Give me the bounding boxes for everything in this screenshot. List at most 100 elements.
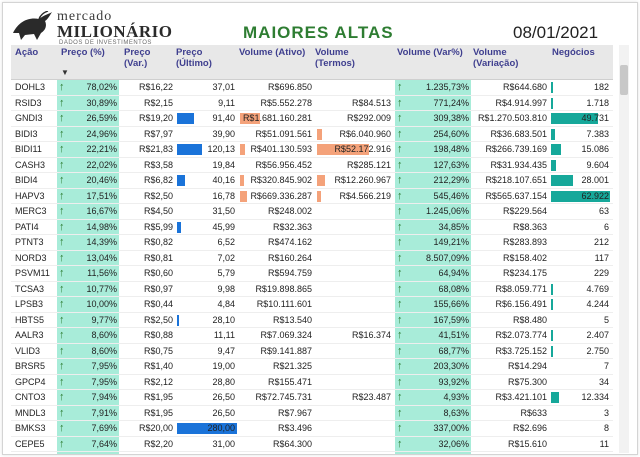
negocios-cell: 5 [603,314,609,325]
price-var-cell: R$1,95 [143,392,173,402]
scrollbar-thumb[interactable] [620,65,628,95]
header-acao[interactable]: Ação [15,47,39,58]
table-row[interactable]: LPSB3 ↑ 10,00% R$0,44 4,84 R$10.111.601 ↑ 155,6… [11,297,613,313]
volume-termos-bar [317,144,369,155]
volume-var-pct-cell: 41,51% [438,330,469,340]
ticker-cell: PATI4 [15,221,39,232]
up-arrow-icon: ↑ [397,127,403,140]
negocios-cell: 1.718 [586,97,609,108]
table-row[interactable]: PSVM11 ↑ 11,56% R$0,60 5,79 R$594.759 ↑ 64,94% R… [11,266,613,282]
price-last-cell: 29,02 [177,453,235,454]
volvar-cell-fill [395,405,471,420]
up-arrow-icon: ↑ [59,375,65,388]
negocios-bar [551,283,554,295]
ticker-cell: HBTS5 [15,314,45,325]
negocios-cell: 6 [603,221,609,232]
price-var-cell: R$20,00 [138,423,173,433]
pct-cell-fill [57,95,119,110]
ticker-cell: BIDI4 [15,175,38,185]
header-volume-ativo[interactable]: Volume (Ativo) [239,47,306,58]
price-pct-cell: 26,59% [86,113,117,123]
table-row[interactable]: HAPV3 ↑ 17,51% R$2,50 16,78 R$669.336.287 R$4.… [11,188,613,204]
negocios-bar [551,454,556,455]
up-arrow-icon: ↑ [397,298,403,310]
negocios-cell: 2.750 [586,345,609,356]
volume-termos-cell: R$16.374 [351,330,391,340]
table-row[interactable]: PTNT3 ↑ 14,39% R$0,82 6,52 R$474.162 ↑ 149,21% R… [11,235,613,251]
volvar-cell-fill [395,436,471,451]
sort-down-icon[interactable]: ▼ [61,68,69,77]
negocios-cell: 117 [594,252,609,263]
pct-cell-fill [57,173,119,188]
pct-cell-fill [57,281,119,296]
volume-termos-cell: R$6.040.960 [339,128,391,139]
volume-termos-cell: R$292.009 [346,113,391,123]
price-var-cell: R$21,83 [138,144,173,154]
table-row[interactable]: CASH3 ↑ 22,02% R$3,58 19,84 R$56.956.452 R$285… [11,157,613,173]
price-last-cell: 6,52 [217,237,235,247]
up-arrow-icon: ↑ [59,406,65,419]
table-row[interactable]: TCSA3 ↑ 10,77% R$0,97 9,98 R$19.898.865 ↑ 68,08… [11,281,613,297]
header-volume-termos[interactable]: Volume (Termos) [315,47,355,69]
table-row[interactable]: PATI4 ↑ 14,98% R$5,99 45,99 R$32.363 ↑ 34,85% R$… [11,219,613,235]
table-row[interactable]: TEND3↑7,60%R$2,0529,02R$49.814.957↑20,74… [11,452,613,455]
volvar-cell-fill [395,173,471,188]
volume-termos-cell: R$12.260.967 [334,175,391,185]
volume-variacao-cell: R$565.637.154 [485,190,547,201]
volume-var-pct-cell: 167,59% [433,314,469,325]
price-last-cell: 26,50 [212,407,235,418]
up-arrow-icon: ↑ [59,112,65,124]
up-arrow-icon: ↑ [59,174,65,186]
table-row[interactable]: AALR3 ↑ 8,60% R$0,88 11,11 R$7.069.324 R$16.37… [11,328,613,344]
table-row[interactable]: MNDL3 ↑ 7,91% R$1,95 26,50 R$7.967 ↑ 8,63% R$633… [11,405,613,421]
header-negocios[interactable]: Negócios [552,47,595,58]
up-arrow-icon: ↑ [397,422,403,434]
up-arrow-icon: ↑ [59,267,65,279]
table-row[interactable]: HBTS5 ↑ 9,77% R$2,50 28,10 R$13.540 ↑ 167,59% R$… [11,312,613,328]
volume-var-pct-cell: 32,06% [438,438,469,449]
table-row[interactable]: NORD3 ↑ 13,04% R$0,81 7,02 R$160.264 ↑ 8.507,09… [11,250,613,266]
ticker-cell: HAPV3 [15,190,45,201]
volume-termos-cell: R$52.172.916 [334,144,391,154]
volume-variacao-cell: R$8.363 [512,221,547,232]
price-last-cell: 31,50 [212,206,235,216]
price-last-cell: 9,47 [217,345,235,356]
price-pct-cell: 7,64% [91,438,117,449]
ultimo-bar [177,175,186,186]
table-row[interactable]: DOHL3 ↑ 78,02% R$16,22 37,01 R$696.850 ↑ 1.235,… [11,80,613,96]
volume-variacao-cell: R$633 [520,407,547,418]
table-row[interactable]: GNDI3 ↑ 26,59% R$19,20 91,40 R$1.681.160.281 R… [11,111,613,127]
header-preco-pct[interactable]: Preço (%) [61,47,105,58]
up-arrow-icon: ↑ [59,329,65,341]
table-row[interactable]: CEPE5 ↑ 7,64% R$2,20 31,00 R$64.300 ↑ 32,06% R$1… [11,436,613,452]
volume-variacao-cell: R$644.680 [502,82,547,92]
header-volume-var-pct[interactable]: Volume (Var%) [397,47,463,58]
negocios-bar [551,190,611,202]
volvar-cell-fill [395,111,471,126]
volume-variacao-cell: R$229.564 [502,206,547,216]
volume-var-pct-cell: 93,92% [438,376,469,387]
header-preco-ultimo[interactable]: Preço (Último) [176,47,212,69]
ticker-cell: BRSR5 [15,361,46,371]
table-row[interactable]: VLID3 ↑ 8,60% R$0,75 9,47 R$9.141.887 ↑ 68,77% R… [11,343,613,359]
price-var-cell: R$4,50 [143,206,173,216]
table-row[interactable]: BMKS3 ↑ 7,69% R$20,00 280,00 R$3.496 ↑ 337,00% R… [11,421,613,437]
logo-sub-text: DADOS DE INVESTIMENTOS [59,40,152,46]
volvar-cell-fill [395,219,471,234]
price-var-cell: R$1,95 [143,407,173,418]
pct-cell-fill [57,405,119,420]
header-volume-variacao[interactable]: Volume (Variação) [473,47,519,69]
table-row[interactable]: BRSR5 ↑ 7,95% R$1,40 19,00 R$21.325 ↑ 203,30% R$… [11,359,613,375]
table-row[interactable]: MERC3 ↑ 16,67% R$4,50 31,50 R$248.002 ↑ 1.245,0… [11,204,613,220]
pct-cell-fill [57,312,119,327]
vertical-scrollbar[interactable] [619,45,629,453]
table-row[interactable]: GPCP4 ↑ 7,95% R$2,12 28,80 R$155.471 ↑ 93,92% R$… [11,374,613,390]
table-row[interactable]: RSID3 ↑ 30,89% R$2,15 9,11 R$5.552.278 R$84.51… [11,95,613,111]
table-row[interactable]: BIDI4 ↑ 20,46% R$6,82 40,16 R$320.845.902 R$12… [11,173,613,189]
table-row[interactable]: BIDI3 ↑ 24,96% R$7,97 39,90 R$51.091.561 R$6.0… [11,126,613,142]
header-preco-var[interactable]: Preço (Var.) [124,47,151,69]
table-row[interactable]: CNTO3 ↑ 7,94% R$1,95 26,50 R$72.745.731 R$23.4… [11,390,613,406]
price-pct-cell: 10,77% [86,283,117,294]
negocios-bar [551,82,553,93]
table-row[interactable]: BIDI11 ↑ 22,21% R$21,83 120,13 R$401.130.593 R… [11,142,613,158]
